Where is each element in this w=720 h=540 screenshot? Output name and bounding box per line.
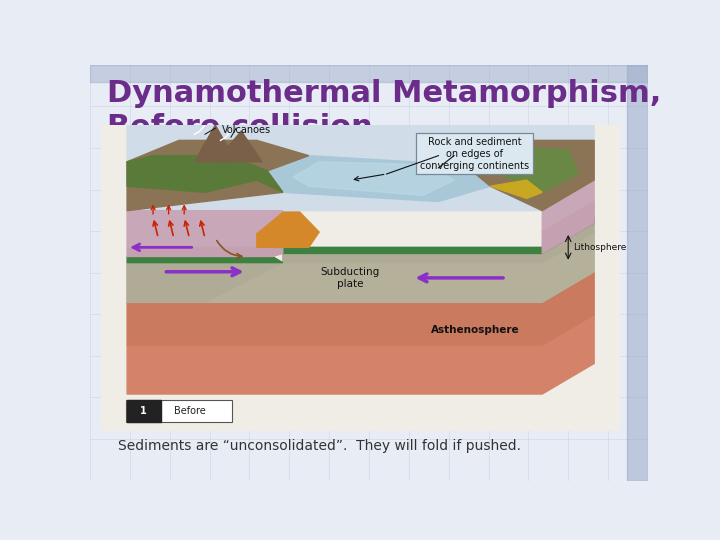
- Bar: [627, 65, 648, 481]
- Bar: [90, 65, 648, 82]
- Text: Sediments are “unconsolidated”.  They will fold if pushed.: Sediments are “unconsolidated”. They wil…: [118, 439, 521, 453]
- Text: Dynamothermal Metamorphism,
Before collision: Dynamothermal Metamorphism, Before colli…: [107, 79, 661, 142]
